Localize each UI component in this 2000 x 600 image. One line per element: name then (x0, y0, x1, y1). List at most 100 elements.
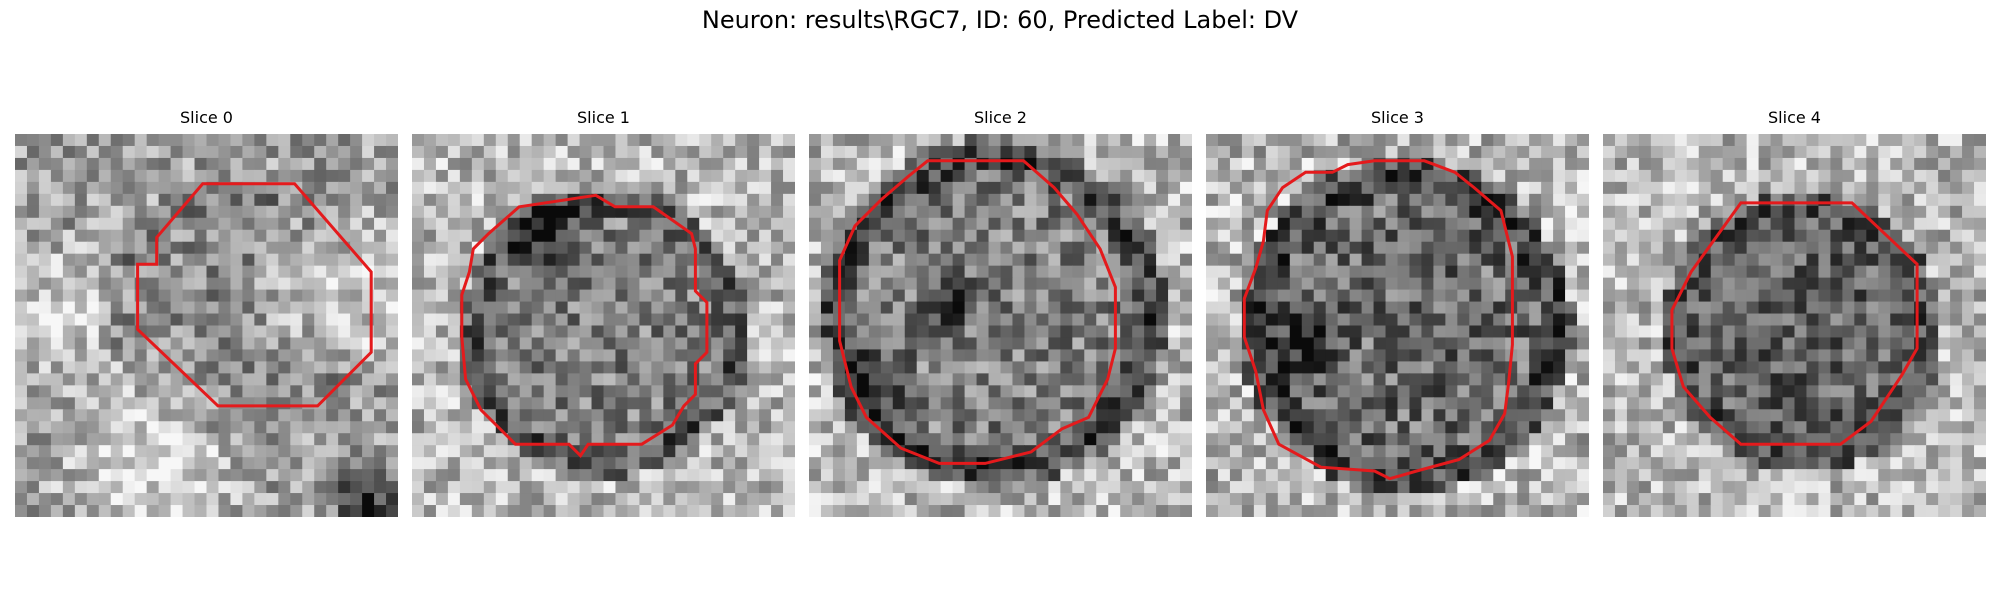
image-pixel (1565, 445, 1578, 458)
image-pixel (350, 157, 363, 171)
image-pixel (374, 361, 387, 374)
image-pixel (86, 313, 100, 327)
image-pixel (374, 241, 387, 255)
image-pixel (639, 397, 652, 410)
image-pixel (1036, 397, 1049, 410)
image-pixel (1156, 469, 1169, 482)
image-pixel (1217, 361, 1231, 374)
image-pixel (326, 421, 339, 434)
image-pixel (916, 349, 930, 363)
image-pixel (1000, 289, 1014, 303)
image-pixel (1361, 337, 1375, 351)
image-pixel (1084, 361, 1097, 374)
image-pixel (447, 457, 461, 470)
image-pixel (567, 229, 581, 243)
image-pixel (723, 409, 736, 422)
image-pixel (1493, 277, 1506, 291)
image-pixel (386, 325, 398, 339)
image-pixel (50, 361, 64, 374)
image-pixel (1373, 277, 1387, 291)
image-pixel (1638, 205, 1652, 219)
image-pixel (952, 181, 966, 195)
image-pixel (711, 469, 724, 482)
image-pixel (1265, 373, 1279, 386)
image-pixel (206, 409, 220, 422)
image-pixel (495, 265, 509, 279)
image-pixel (182, 205, 196, 219)
image-pixel (134, 373, 148, 386)
image-pixel (1541, 373, 1554, 386)
image-pixel (1217, 217, 1231, 231)
image-pixel (1457, 193, 1470, 207)
image-pixel (146, 481, 160, 494)
image-pixel (182, 505, 196, 517)
image-pixel (1241, 397, 1255, 410)
image-pixel (1241, 193, 1255, 207)
image-pixel (1818, 325, 1832, 339)
image-pixel (412, 301, 425, 315)
image-pixel (507, 409, 521, 422)
image-pixel (254, 385, 267, 398)
image-pixel (471, 265, 485, 279)
image-pixel (1746, 134, 1760, 147)
image-pixel (1036, 301, 1049, 315)
image-pixel (350, 217, 363, 231)
image-pixel (1253, 181, 1267, 195)
image-pixel (1686, 277, 1700, 291)
image-pixel (1698, 289, 1712, 303)
image-pixel (134, 469, 148, 482)
image-pixel (1325, 505, 1339, 517)
image-pixel (639, 469, 652, 482)
image-pixel (218, 217, 232, 231)
image-pixel (976, 481, 990, 494)
image-pixel (1168, 217, 1181, 231)
image-pixel (675, 457, 688, 470)
image-pixel (1710, 145, 1724, 159)
image-pixel (783, 313, 795, 327)
image-pixel (1541, 493, 1554, 506)
image-pixel (1830, 169, 1843, 183)
image-pixel (531, 229, 545, 243)
image-pixel (1806, 205, 1820, 219)
image-pixel (98, 277, 112, 291)
image-pixel (1313, 325, 1327, 339)
image-pixel (1603, 409, 1616, 422)
image-pixel (868, 505, 882, 517)
image-pixel (1349, 301, 1363, 315)
image-pixel (1734, 157, 1748, 171)
image-pixel (1710, 385, 1724, 398)
image-pixel (832, 134, 846, 147)
image-pixel (1698, 229, 1712, 243)
image-pixel (1517, 445, 1530, 458)
image-pixel (1614, 361, 1628, 374)
image-pixel (603, 433, 617, 446)
image-pixel (1481, 134, 1494, 147)
image-pixel (747, 205, 760, 219)
image-pixel (459, 445, 473, 458)
image-pixel (1217, 193, 1231, 207)
image-pixel (314, 337, 327, 351)
image-pixel (1878, 361, 1891, 374)
image-pixel (1180, 265, 1192, 279)
image-pixel (1650, 145, 1664, 159)
image-pixel (1180, 433, 1192, 446)
image-pixel (134, 361, 148, 374)
image-pixel (711, 457, 724, 470)
image-pixel (1674, 145, 1688, 159)
image-pixel (1241, 457, 1255, 470)
image-pixel (412, 217, 425, 231)
image-pixel (1241, 409, 1255, 422)
image-pixel (74, 421, 88, 434)
image-pixel (1962, 181, 1975, 195)
image-pixel (1421, 134, 1435, 147)
image-pixel (1902, 157, 1915, 171)
image-pixel (1529, 457, 1542, 470)
image-pixel (350, 265, 363, 279)
image-pixel (1866, 337, 1879, 351)
image-pixel (98, 193, 112, 207)
image-pixel (1529, 433, 1542, 446)
image-pixel (1626, 337, 1640, 351)
image-pixel (290, 277, 303, 291)
image-pixel (1048, 277, 1061, 291)
image-pixel (1229, 421, 1243, 434)
